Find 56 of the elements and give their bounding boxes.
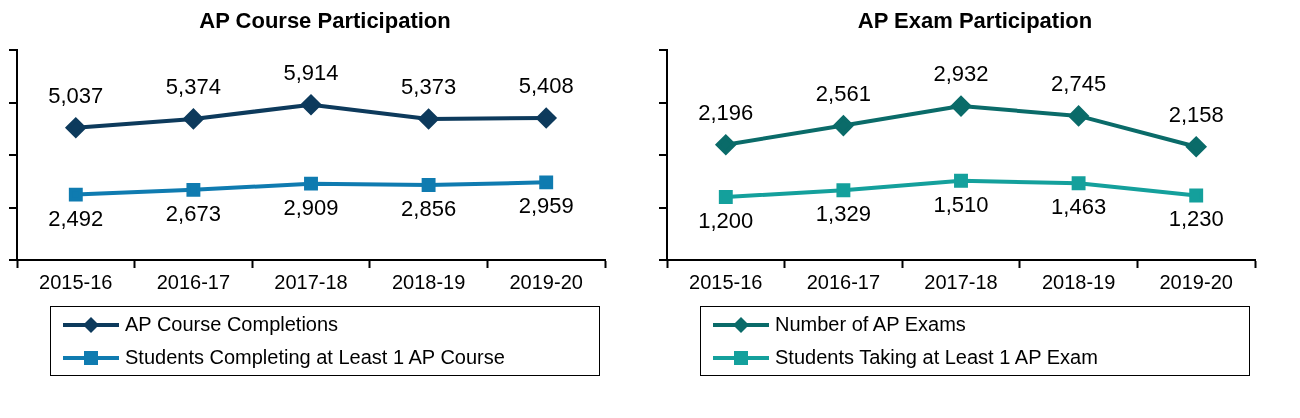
chart-title: AP Course Participation	[199, 8, 451, 35]
data-label: 1,463	[1051, 194, 1107, 220]
data-label: 2,158	[1168, 101, 1224, 127]
point	[954, 173, 968, 188]
point	[536, 108, 557, 129]
data-label: 1,230	[1168, 206, 1224, 232]
point	[1071, 176, 1086, 191]
point	[301, 94, 321, 115]
data-label: 2,196	[698, 99, 754, 125]
data-label: 2,856	[401, 196, 457, 222]
data-label: 2,909	[283, 194, 339, 220]
point	[833, 115, 854, 136]
point	[836, 183, 851, 198]
data-label: 5,914	[283, 59, 339, 85]
point	[183, 108, 204, 129]
x-tick-label: 2018-19	[391, 270, 466, 293]
point	[715, 134, 736, 155]
data-label: 5,037	[48, 82, 104, 108]
point	[68, 187, 83, 202]
data-label: 1,510	[933, 191, 989, 217]
x-tick-label: 2017-18	[274, 270, 348, 293]
point	[1186, 136, 1207, 157]
data-label: 2,932	[933, 61, 989, 87]
x-tick-label: 2016-17	[806, 270, 881, 293]
data-label: 2,745	[1051, 70, 1107, 96]
legend-label: Students Completing at Least 1 AP Course	[125, 346, 505, 369]
x-tick-label: 2017-18	[924, 270, 998, 293]
data-label: 5,408	[518, 73, 574, 99]
point	[304, 176, 318, 191]
point	[539, 175, 554, 190]
data-label: 2,673	[165, 200, 221, 226]
data-label: 1,200	[698, 208, 754, 234]
point	[418, 108, 439, 129]
point	[421, 178, 436, 192]
chart-title: AP Exam Participation	[857, 8, 1093, 35]
data-label: 1,329	[815, 201, 871, 227]
data-label: 2,959	[518, 193, 574, 219]
data-label: 5,374	[165, 73, 221, 99]
point	[1189, 188, 1204, 203]
point	[186, 182, 201, 197]
x-tick-label: 2019-20	[1159, 270, 1233, 293]
point	[718, 190, 733, 204]
legend-label: AP Course Completions	[125, 313, 339, 336]
x-tick-label: 2015-16	[39, 270, 113, 293]
point	[951, 96, 971, 117]
x-tick-label: 2018-19	[1041, 270, 1116, 293]
legend-label: Students Taking at Least 1 AP Exam	[775, 346, 1098, 369]
x-tick-label: 2015-16	[689, 270, 763, 293]
x-tick-label: 2016-17	[156, 270, 231, 293]
x-tick-label: 2019-20	[509, 270, 583, 293]
point	[1068, 105, 1089, 126]
data-label: 5,373	[401, 74, 457, 100]
data-label: 2,561	[815, 80, 871, 106]
point	[65, 117, 86, 138]
legend-label: Number of AP Exams	[775, 313, 966, 336]
data-label: 2,492	[48, 205, 104, 231]
